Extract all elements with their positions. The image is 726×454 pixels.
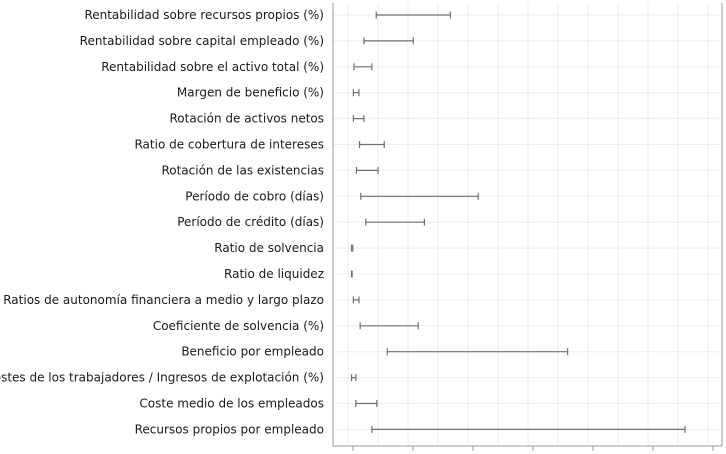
range-bar [371, 425, 686, 433]
range-bar [359, 322, 419, 330]
category-label: Rentabilidad sobre el activo total (%) [101, 60, 324, 74]
gridlines [333, 3, 722, 446]
range-bar [352, 115, 365, 123]
category-label: Ratio de cobertura de intereses [134, 138, 324, 152]
range-bar [352, 89, 360, 97]
category-label: Ratio de liquidez [224, 267, 324, 281]
category-label: Recursos propios por empleado [135, 422, 324, 436]
category-label: Coste medio de los empleados [139, 397, 324, 411]
range-bars [350, 11, 686, 433]
category-label: Costes de los trabajadores / Ingresos de… [0, 371, 324, 385]
range-bar [350, 244, 354, 252]
range-bar [358, 141, 385, 148]
range-bar [375, 11, 451, 19]
category-label: Rentabilidad sobre recursos propios (%) [84, 8, 324, 22]
category-label: Rentabilidad sobre capital empleado (%) [80, 34, 324, 48]
category-label: Margen de beneficio (%) [177, 86, 324, 100]
range-bar [363, 37, 414, 45]
category-label: Rotación de las existencias [161, 163, 324, 177]
range-bar [350, 374, 357, 382]
range-bar [365, 218, 425, 226]
range-bar [352, 296, 360, 304]
range-bar [355, 400, 378, 407]
category-label: Ratio de solvencia [214, 241, 324, 255]
category-label: Período de cobro (días) [185, 189, 324, 203]
category-label: Coeficiente de solvencia (%) [153, 319, 324, 333]
range-bar [386, 348, 569, 356]
category-labels: Rentabilidad sobre recursos propios (%) R… [0, 8, 324, 436]
category-label: Beneficio por empleado [181, 345, 324, 359]
category-label: Ratios de autonomía financiera a medio y… [3, 293, 324, 307]
range-bar [360, 192, 479, 200]
category-label: Rotación de activos netos [170, 112, 325, 126]
range-bar [355, 166, 379, 174]
range-bar [350, 270, 353, 278]
range-bar [353, 63, 373, 71]
category-label: Período de crédito (días) [177, 215, 324, 229]
x-axis [332, 3, 723, 451]
